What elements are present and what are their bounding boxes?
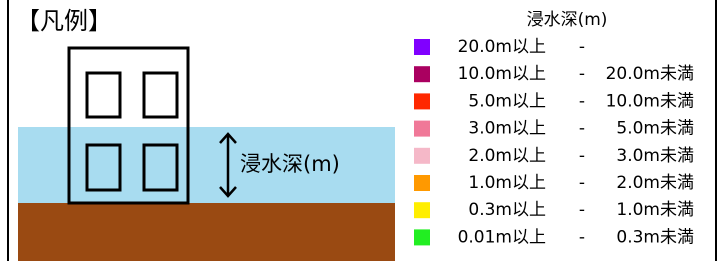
range-separator: - — [579, 173, 585, 193]
range-from: 1.0m以上 — [468, 173, 546, 193]
range-from: 20.0m以上 — [458, 37, 546, 57]
range-to: 1.0m未満 — [616, 200, 694, 220]
swatch — [414, 148, 430, 164]
range-to: 5.0m未満 — [616, 119, 694, 139]
range-separator: - — [579, 227, 585, 247]
legend-rows: 20.0m以上 - 10.0m以上 - 20.0m未満 5.0m以上 - 10.0m未満 3.0… — [414, 37, 694, 247]
depth-label: 浸水深(m) — [240, 152, 340, 176]
swatch — [414, 229, 430, 245]
range-from: 0.3m以上 — [468, 200, 546, 220]
range-from: 10.0m以上 — [458, 64, 546, 84]
swatch — [414, 202, 430, 218]
window — [144, 73, 177, 117]
range-from: 0.01m以上 — [458, 227, 546, 247]
range-separator: - — [579, 91, 585, 111]
range-from: 2.0m以上 — [468, 146, 546, 166]
range-from: 3.0m以上 — [468, 119, 546, 139]
range-to: 10.0m未満 — [606, 91, 694, 111]
range-separator: - — [579, 37, 585, 57]
range-to: 2.0m未満 — [616, 173, 694, 193]
range-to: 3.0m未満 — [616, 146, 694, 166]
swatch — [414, 66, 430, 82]
swatch — [414, 121, 430, 137]
range-separator: - — [579, 64, 585, 84]
range-to: 20.0m未満 — [606, 64, 694, 84]
ground — [18, 203, 395, 261]
swatch — [414, 39, 430, 55]
swatch — [414, 93, 430, 109]
legend-title: 浸水深(m) — [527, 10, 608, 30]
legend-panel: 【凡例】 浸水深(m) 浸水深(m) 20.0m以上-10.0m以上-20.0m… — [0, 0, 724, 261]
swatch — [414, 175, 430, 191]
range-separator: - — [579, 119, 585, 139]
range-from: 5.0m以上 — [468, 91, 546, 111]
range-separator: - — [579, 200, 585, 220]
window — [87, 73, 120, 117]
title: 【凡例】 — [16, 7, 112, 35]
range-separator: - — [579, 146, 585, 166]
range-to: 0.3m未満 — [616, 227, 694, 247]
